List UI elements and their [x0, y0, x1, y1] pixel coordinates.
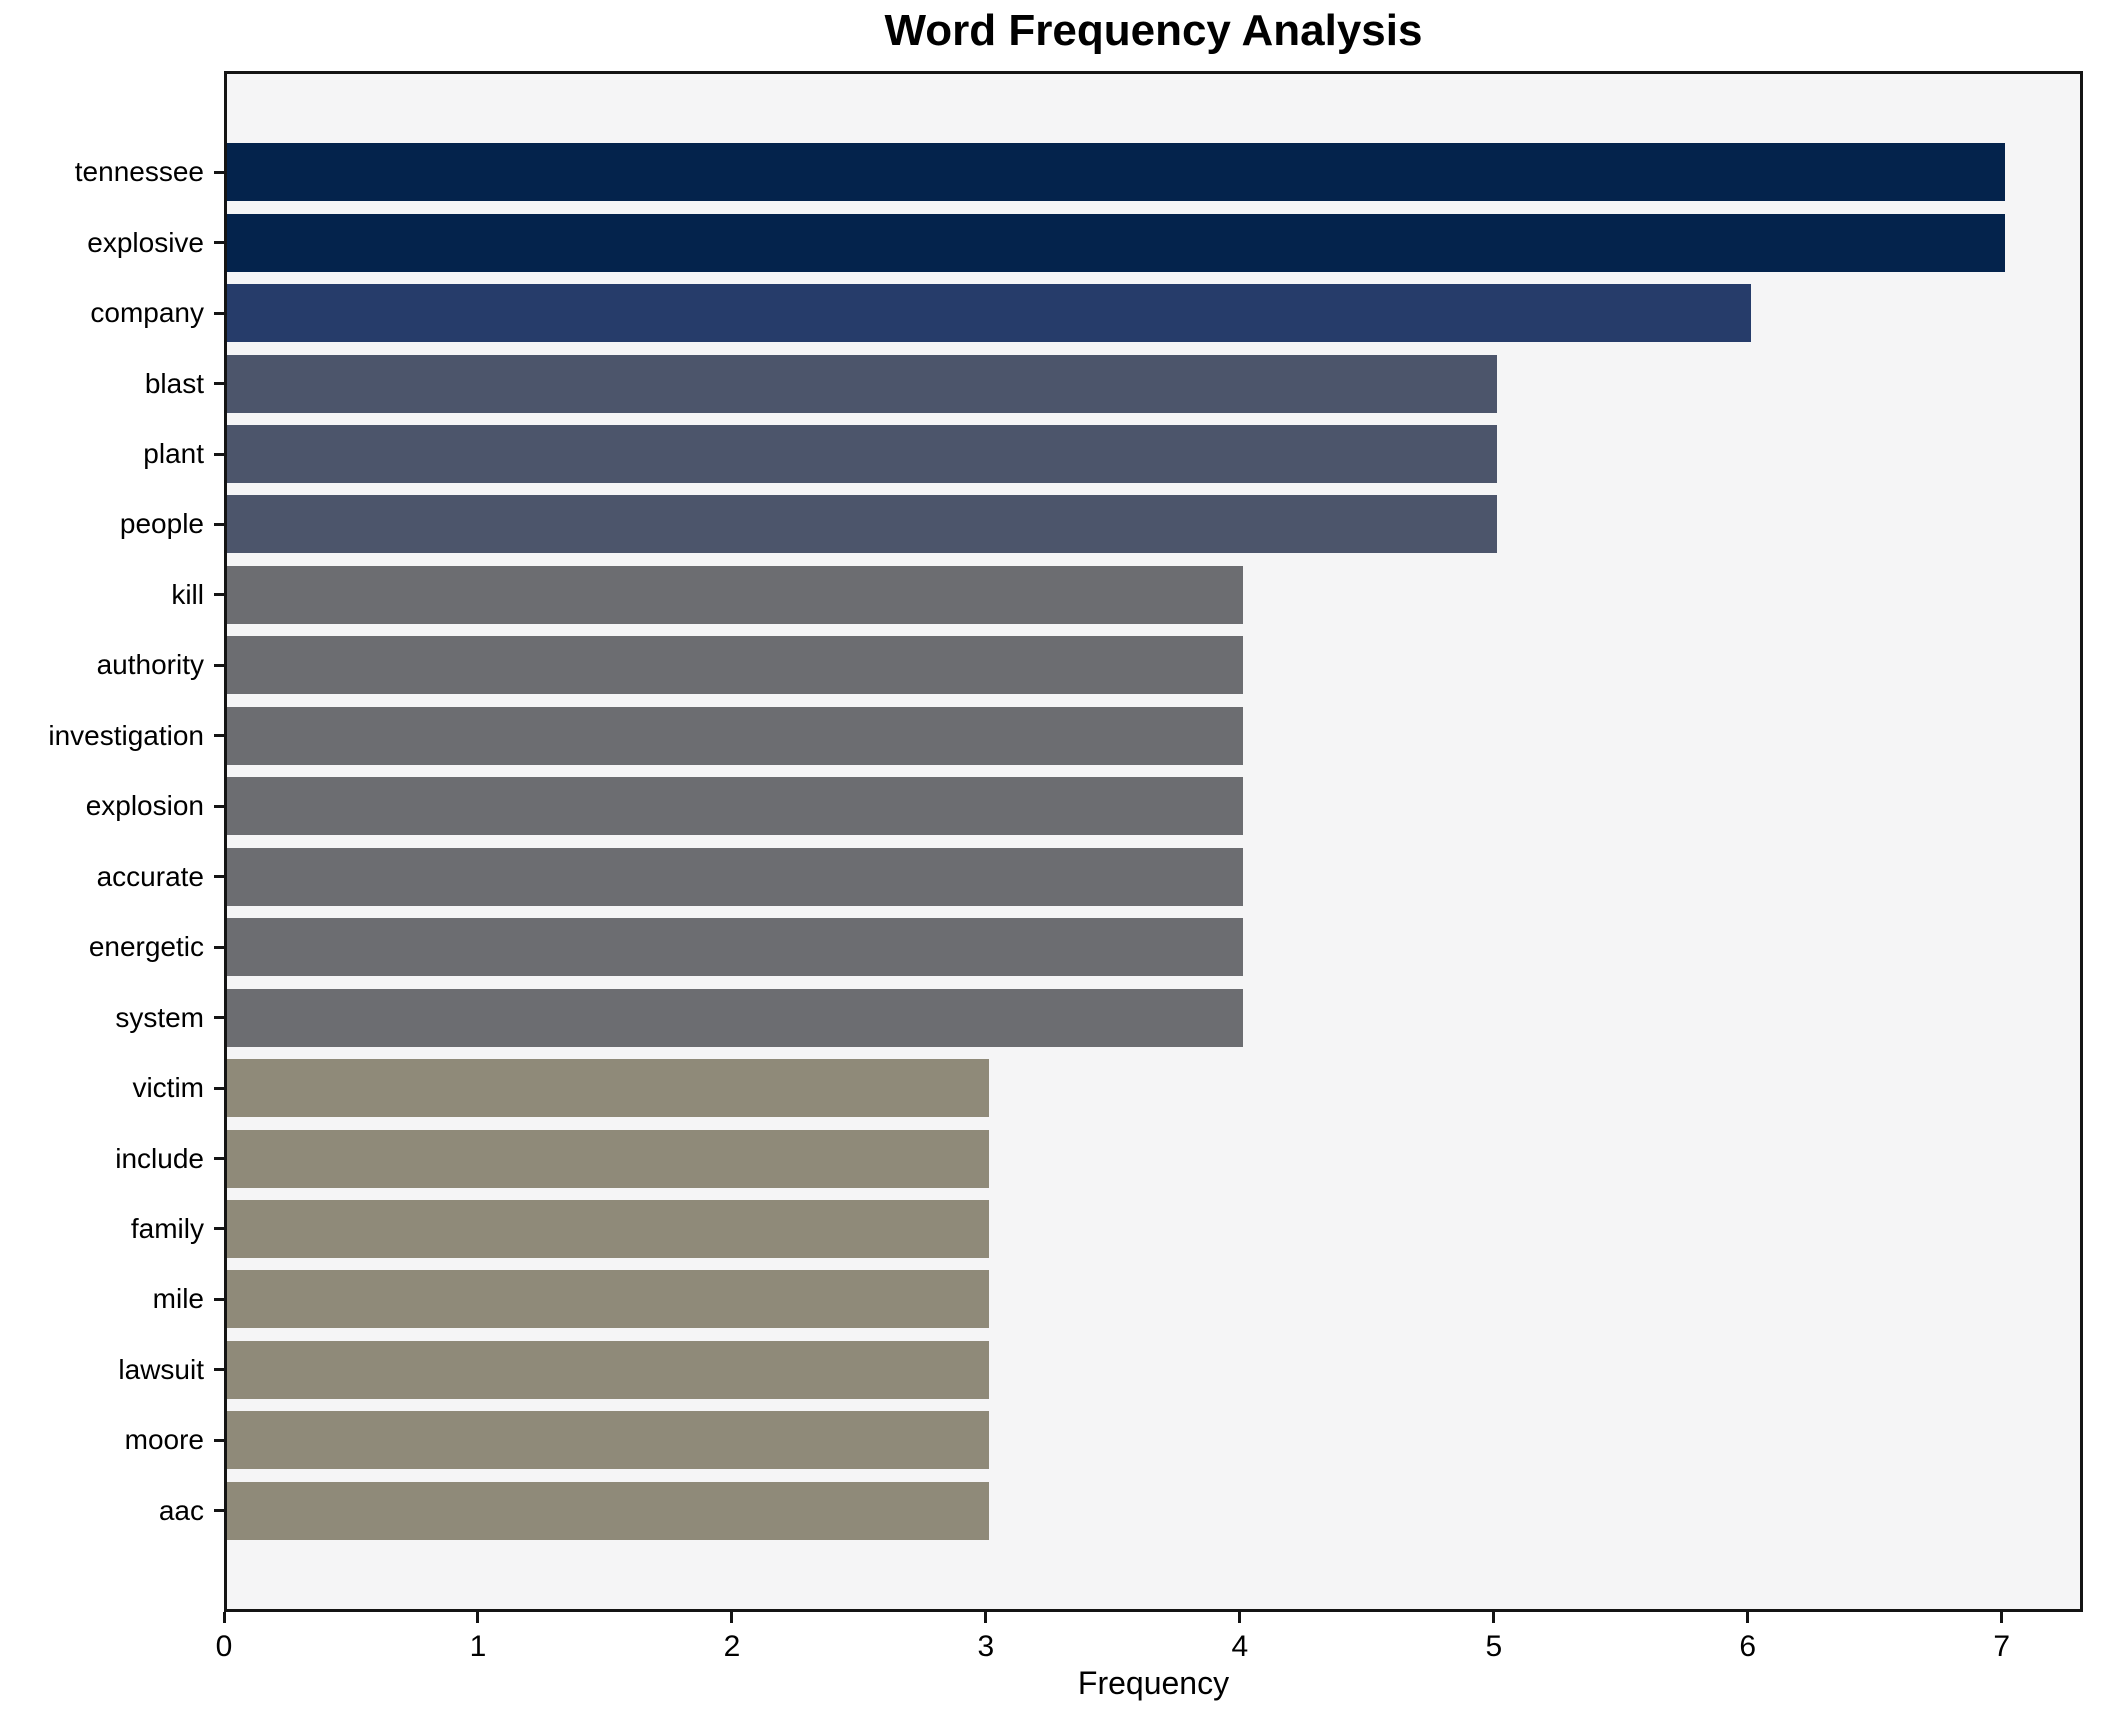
x-tick: [1492, 1612, 1496, 1623]
y-tick-label-energetic: energetic: [88, 931, 204, 963]
bar-lawsuit: [227, 1340, 989, 1399]
y-tick-label-accurate: accurate: [96, 860, 204, 892]
x-tick-label-2: 2: [723, 1630, 741, 1663]
y-tick-label-victim: victim: [132, 1072, 204, 1104]
y-tick-label-plant: plant: [143, 438, 204, 470]
y-tick-label-explosion: explosion: [85, 790, 204, 822]
y-tick: [214, 1368, 224, 1372]
y-tick: [214, 382, 224, 386]
y-tick: [214, 311, 224, 315]
bar-aac: [227, 1481, 989, 1540]
bar-mile: [227, 1270, 989, 1329]
bar-plant: [227, 425, 1497, 484]
x-tick-label-5: 5: [1485, 1630, 1503, 1663]
y-tick-label-family: family: [130, 1212, 204, 1244]
y-tick-label-include: include: [115, 1142, 204, 1174]
y-tick-label-lawsuit: lawsuit: [118, 1353, 204, 1385]
y-tick: [214, 1086, 224, 1090]
y-tick-label-tennessee: tennessee: [74, 156, 204, 188]
bar-investigation: [227, 706, 1243, 765]
x-tick-label-1: 1: [469, 1630, 487, 1663]
bar-blast: [227, 354, 1497, 413]
y-tick-label-blast: blast: [144, 367, 204, 399]
bar-energetic: [227, 918, 1243, 977]
bar-company: [227, 284, 1751, 343]
y-tick: [214, 1509, 224, 1513]
x-axis-title: Frequency: [1077, 1665, 1230, 1701]
x-tick: [1238, 1612, 1242, 1623]
y-tick: [214, 241, 224, 245]
y-tick-label-moore: moore: [124, 1424, 204, 1456]
bar-explosion: [227, 777, 1243, 836]
y-tick: [214, 663, 224, 667]
x-tick-label-6: 6: [1739, 1630, 1757, 1663]
y-tick-label-people: people: [119, 508, 204, 540]
y-tick-label-kill: kill: [171, 578, 204, 610]
bar-people: [227, 495, 1497, 554]
y-tick-label-authority: authority: [96, 649, 204, 681]
bar-moore: [227, 1411, 989, 1470]
y-tick: [214, 522, 224, 526]
y-tick: [214, 945, 224, 949]
x-tick: [222, 1612, 226, 1623]
y-tick-label-mile: mile: [152, 1283, 204, 1315]
x-tick: [1746, 1612, 1750, 1623]
y-tick: [214, 452, 224, 456]
x-tick: [476, 1612, 480, 1623]
y-tick-label-system: system: [115, 1001, 204, 1033]
bar-accurate: [227, 847, 1243, 906]
y-tick-label-aac: aac: [158, 1494, 204, 1526]
y-tick: [214, 875, 224, 879]
x-tick: [730, 1612, 734, 1623]
x-tick-label-7: 7: [1993, 1630, 2011, 1663]
x-tick-label-4: 4: [1231, 1630, 1249, 1663]
y-tick-label-company: company: [90, 297, 204, 329]
y-tick: [214, 170, 224, 174]
plot-area: [224, 71, 2083, 1612]
y-tick: [214, 1227, 224, 1231]
y-tick-label-explosive: explosive: [87, 226, 204, 258]
bar-tennessee: [227, 143, 2005, 202]
y-tick: [214, 1297, 224, 1301]
bar-include: [227, 1129, 989, 1188]
bar-family: [227, 1199, 989, 1258]
y-tick-label-investigation: investigation: [48, 719, 204, 751]
chart-title: Word Frequency Analysis: [884, 6, 1423, 55]
bar-authority: [227, 636, 1243, 695]
x-tick: [984, 1612, 988, 1623]
bar-system: [227, 988, 1243, 1047]
y-tick: [214, 1438, 224, 1442]
x-tick: [2000, 1612, 2004, 1623]
x-tick-label-0: 0: [215, 1630, 233, 1663]
y-tick: [214, 734, 224, 738]
y-tick: [214, 1016, 224, 1020]
y-tick: [214, 804, 224, 808]
bar-kill: [227, 565, 1243, 624]
y-tick: [214, 593, 224, 597]
bar-victim: [227, 1059, 989, 1118]
bar-explosive: [227, 213, 2005, 272]
x-tick-label-3: 3: [977, 1630, 995, 1663]
y-tick: [214, 1157, 224, 1161]
